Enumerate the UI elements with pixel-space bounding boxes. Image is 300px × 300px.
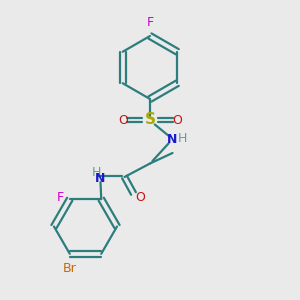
Text: O: O [172,113,182,127]
Text: H: H [178,132,187,146]
Text: H: H [92,166,101,179]
Text: Br: Br [63,262,76,275]
Text: S: S [145,112,155,128]
Text: F: F [57,191,64,204]
Text: O: O [135,190,145,204]
Text: N: N [95,172,106,185]
Text: O: O [118,113,128,127]
Text: N: N [167,133,178,146]
Text: F: F [146,16,154,29]
